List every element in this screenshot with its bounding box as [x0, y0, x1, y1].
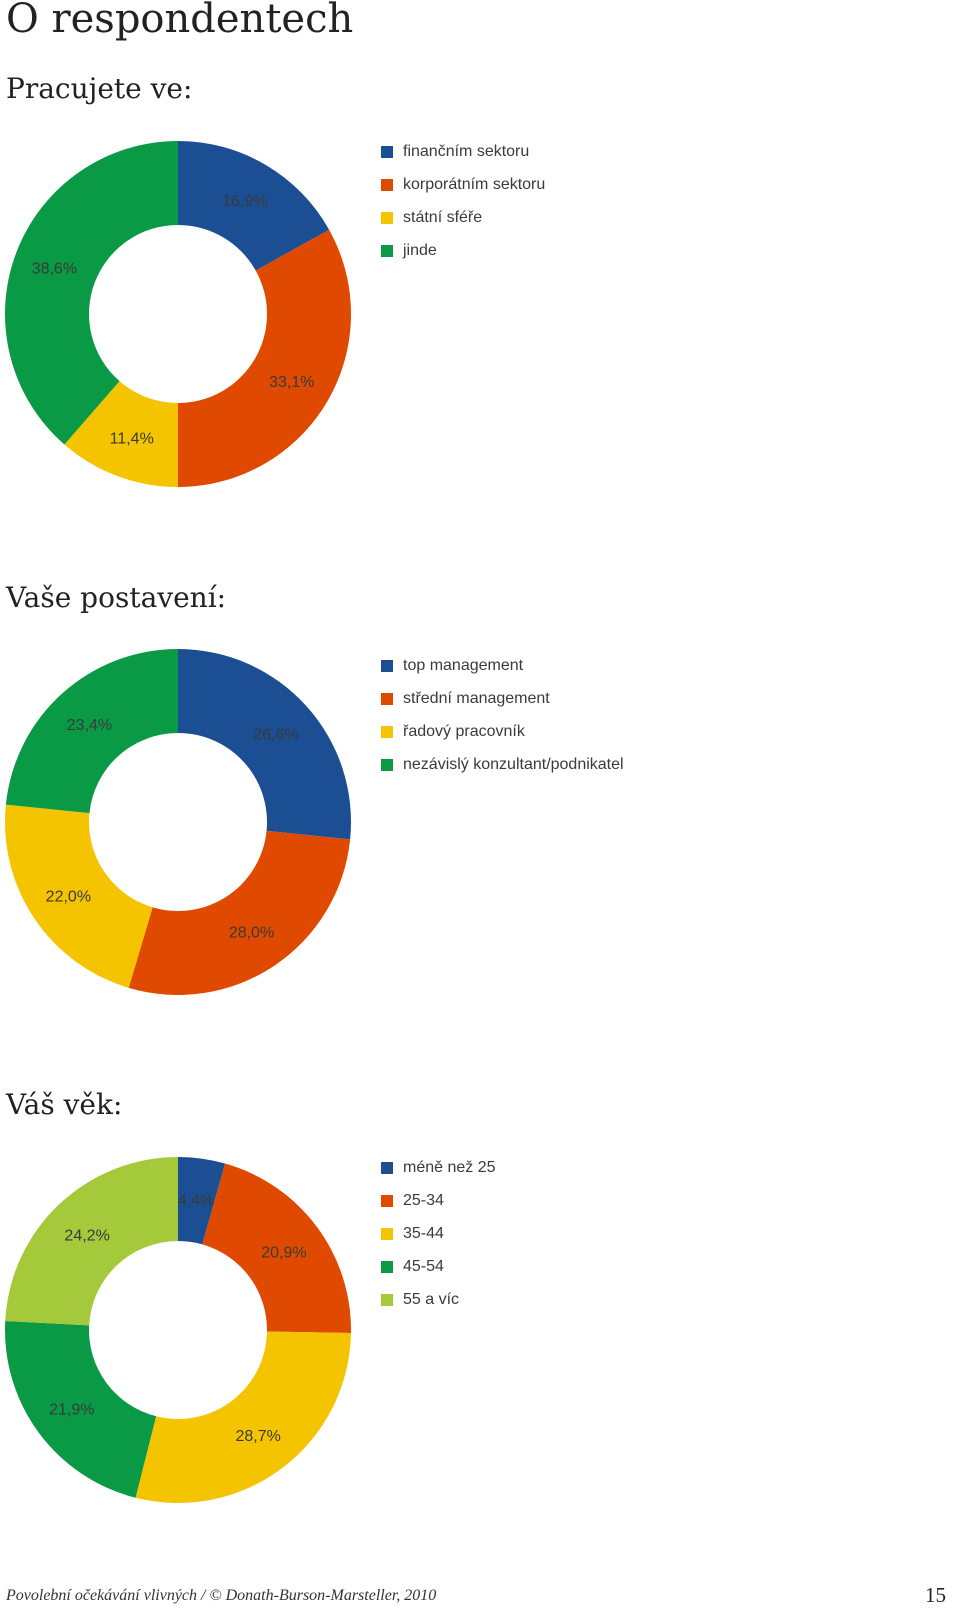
- footer-text: Povolební očekávání vlivných / © Donath-…: [6, 1587, 437, 1604]
- slice-value-label: 4,4%: [178, 1192, 214, 1209]
- legend-item: 45-54: [381, 1258, 496, 1291]
- donut-slice: [202, 1163, 351, 1333]
- legend-item: méně než 25: [381, 1159, 496, 1192]
- legend-label: řadový pracovník: [403, 723, 525, 740]
- donut-slice: [178, 229, 351, 487]
- slice-value-label: 11,4%: [110, 431, 154, 448]
- legend-label: jinde: [403, 242, 437, 259]
- donut-slice: [135, 1331, 351, 1503]
- legend-swatch: [381, 693, 393, 705]
- legend-item: 35-44: [381, 1225, 496, 1258]
- legend-item: korporátním sektoru: [381, 176, 545, 209]
- legend-label: 45-54: [403, 1258, 444, 1275]
- legend-item: 25-34: [381, 1192, 496, 1225]
- legend-workplace: finančním sektoru korporátním sektoru st…: [381, 143, 545, 275]
- legend-item: finančním sektoru: [381, 143, 545, 176]
- legend-swatch: [381, 759, 393, 771]
- legend-swatch: [381, 1294, 393, 1306]
- legend-swatch: [381, 1195, 393, 1207]
- donut-slice: [178, 1157, 226, 1245]
- legend-item: střední management: [381, 690, 624, 723]
- donut-slice: [64, 381, 178, 487]
- legend-item: státní sféře: [381, 209, 545, 242]
- legend-swatch: [381, 1261, 393, 1273]
- donut-chart-age: 4,4% 20,9% 28,7% 21,9% 24,2%: [5, 1157, 351, 1503]
- legend-swatch: [381, 179, 393, 191]
- legend-swatch: [381, 245, 393, 257]
- legend-swatch: [381, 146, 393, 158]
- donut-slice: [5, 141, 178, 445]
- legend-label: 35-44: [403, 1225, 444, 1242]
- donut-slice: [5, 804, 153, 988]
- legend-label: méně než 25: [403, 1159, 496, 1176]
- legend-swatch: [381, 212, 393, 224]
- slice-value-label: 28,7%: [235, 1428, 280, 1445]
- legend-swatch: [381, 726, 393, 738]
- donut-slice: [178, 141, 330, 271]
- donut-chart-position: 26,6% 28,0% 22,0% 23,4%: [5, 649, 351, 995]
- slice-value-label: 22,0%: [46, 889, 91, 906]
- legend-item: řadový pracovník: [381, 723, 624, 756]
- slice-value-label: 23,4%: [67, 717, 112, 734]
- donut-slice: [5, 1157, 179, 1326]
- slice-value-label: 21,9%: [49, 1401, 94, 1418]
- legend-swatch: [381, 1228, 393, 1240]
- slice-value-label: 33,1%: [269, 374, 314, 391]
- legend-label: 55 a víc: [403, 1291, 460, 1308]
- page-title: O respondentech: [6, 0, 354, 42]
- legend-label: 25-34: [403, 1192, 444, 1209]
- slice-value-label: 26,6%: [253, 726, 298, 743]
- chart-title-age: Váš věk:: [6, 1088, 123, 1121]
- legend-age: méně než 25 25-34 35-44 45-54 55 a víc: [381, 1159, 496, 1324]
- legend-label: top management: [403, 657, 524, 674]
- donut-slice: [178, 649, 351, 840]
- slice-value-label: 38,6%: [32, 261, 77, 278]
- legend-label: korporátním sektoru: [403, 176, 546, 193]
- legend-item: top management: [381, 657, 624, 690]
- donut-slice: [5, 1321, 157, 1498]
- donut-chart-workplace: 16,9% 33,1% 11,4% 38,6%: [5, 141, 351, 487]
- legend-item: 55 a víc: [381, 1291, 496, 1324]
- legend-swatch: [381, 1162, 393, 1174]
- slice-value-label: 16,9%: [222, 193, 267, 210]
- legend-position: top management střední management řadový…: [381, 657, 624, 789]
- donut-slice: [5, 649, 178, 814]
- slice-value-label: 20,9%: [261, 1244, 306, 1261]
- legend-label: střední management: [403, 690, 550, 707]
- legend-label: finančním sektoru: [403, 143, 530, 160]
- page-number: 15: [925, 1583, 946, 1607]
- legend-item: nezávislý konzultant/podnikatel: [381, 756, 624, 789]
- chart-title-workplace: Pracujete ve:: [6, 72, 193, 105]
- donut-slice: [128, 830, 351, 995]
- chart-title-position: Vaše postavení:: [6, 581, 227, 614]
- legend-swatch: [381, 660, 393, 672]
- slice-value-label: 24,2%: [64, 1227, 109, 1244]
- slice-value-label: 28,0%: [229, 925, 274, 942]
- legend-label: nezávislý konzultant/podnikatel: [403, 756, 624, 773]
- legend-label: státní sféře: [403, 209, 483, 226]
- legend-item: jinde: [381, 242, 545, 275]
